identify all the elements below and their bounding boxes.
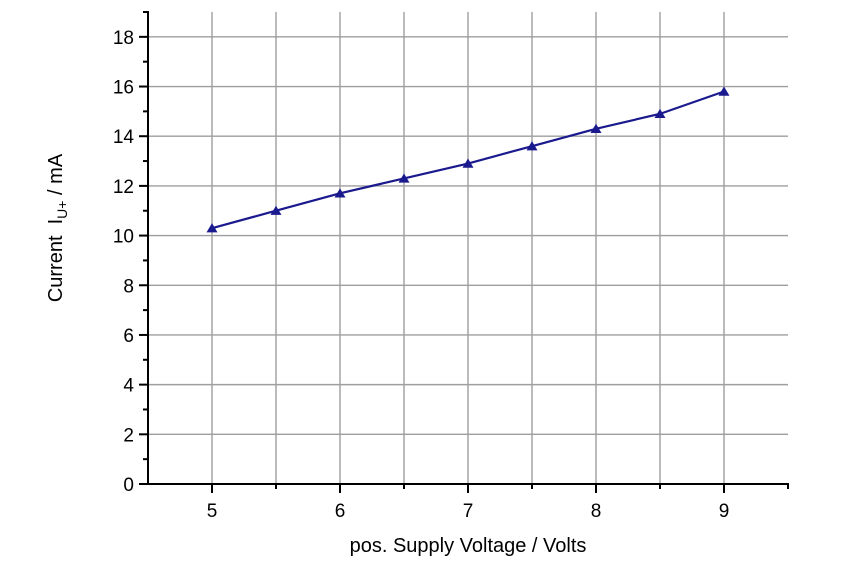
y-tick-label: 8 [123,276,134,297]
y-tick-label: 16 [113,78,134,99]
y-axis-title-unit: / mA [45,153,67,201]
y-tick-label: 6 [123,326,134,347]
data-point-marker [206,223,218,233]
data-point-marker [398,173,410,183]
y-axis-title: Current IU+ / mA [45,28,77,428]
x-tick-label: 6 [335,501,346,522]
data-point-marker [526,141,538,151]
x-tick-label: 7 [463,501,474,522]
y-tick-label: 0 [123,475,134,496]
y-axis-title-prefix: Current I [45,218,67,303]
y-tick-label: 12 [113,177,134,198]
x-tick-label: 8 [591,501,602,522]
data-point-marker [462,158,474,168]
y-tick-label: 18 [113,28,134,49]
x-tick-label: 5 [207,501,218,522]
data-point-marker [590,123,602,133]
y-tick-label: 10 [113,227,134,248]
x-axis-title: pos. Supply Voltage / Volts [349,535,587,557]
y-axis-title-subscript: U+ [54,200,70,219]
data-point-marker [334,188,346,198]
data-point-marker [270,205,282,215]
data-point-marker [654,108,666,119]
y-tick-label: 14 [113,127,135,148]
y-tick-label: 4 [123,376,134,397]
data-point-marker [718,86,730,96]
x-tick-label: 9 [719,501,730,522]
y-tick-label: 2 [123,425,134,446]
